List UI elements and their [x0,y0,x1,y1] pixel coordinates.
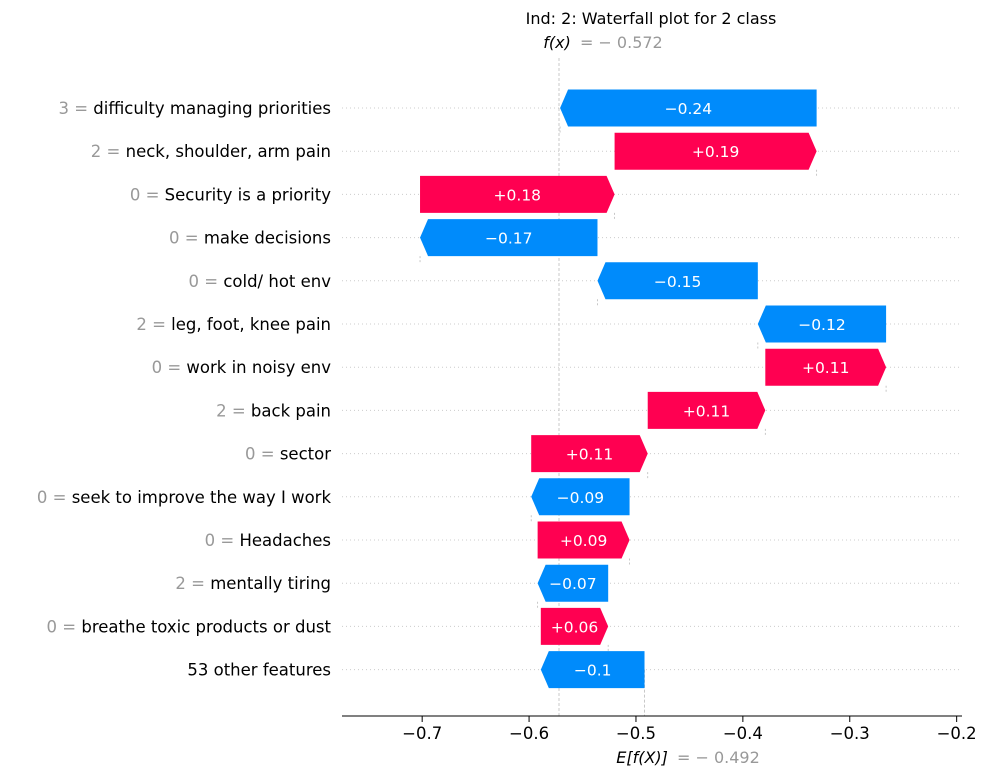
fx-value: = − 0.572 [580,33,663,52]
fx-label: f(x) [543,33,571,52]
waterfall-bar [420,219,598,257]
x-tick-label: −0.6 [509,724,549,743]
feature-name: Security is a priority [165,185,332,204]
feature-value: 0 = [189,272,224,291]
feature-name: difficulty managing priorities [93,99,331,118]
bars-layer: −0.24 +0.19 +0.18 −0.17 −0.15 −0.12 +0.11 +0.11… [419,89,887,689]
waterfall-bar [537,564,609,602]
fx-annotation: f(x) = − 0.572 [543,33,662,52]
feature-label: 0 = seek to improve the way I work [37,488,332,507]
feature-label: 3 = difficulty managing priorities [58,99,331,118]
bar-value-label: −0.17 [485,230,533,248]
feature-labels: 3 = difficulty managing priorities 2 = ne… [37,99,332,680]
x-tick-label: −0.5 [616,724,656,743]
waterfall-bar [540,651,645,689]
chart-title: Ind: 2: Waterfall plot for 2 class [526,9,777,28]
expected-value-label: E[f(X)] [616,748,668,767]
bar-value-label: +0.09 [560,532,608,550]
feature-value: 0 = [205,531,240,550]
feature-label: 2 = neck, shoulder, arm pain [91,142,331,161]
waterfall-bar [540,607,609,645]
feature-value: 0 = [130,185,165,204]
expected-value-annotation: E[f(X)] = − 0.492 [616,748,760,767]
feature-label: 2 = back pain [216,401,331,420]
feature-label: 0 = Headaches [205,531,331,550]
feature-label: 2 = leg, foot, knee pain [136,315,331,334]
bar-value-label: +0.18 [494,186,542,204]
feature-value: 3 = [58,99,93,118]
waterfall-bar [537,521,630,559]
bar-value-label: −0.12 [798,316,846,334]
waterfall-bar [647,391,766,429]
waterfall-bar [560,89,817,127]
expected-value: = − 0.492 [677,748,760,767]
feature-label: 0 = sector [245,445,331,464]
bar-value-label: +0.19 [692,143,740,161]
feature-name: back pain [251,401,331,420]
feature-label: 0 = work in noisy env [152,358,332,377]
bar-value-label: −0.15 [654,273,702,291]
bar-value-label: −0.1 [574,662,612,680]
bar-value-label: −0.24 [665,100,713,118]
feature-name: make decisions [204,229,331,248]
feature-value: 0 = [47,617,82,636]
feature-name: 53 other features [187,661,331,680]
bar-value-label: −0.07 [549,575,597,593]
feature-name: breathe toxic products or dust [81,617,331,636]
feature-value: 2 = [136,315,171,334]
feature-value: 0 = [152,358,187,377]
bar-value-label: +0.11 [802,359,850,377]
feature-value: 2 = [175,574,210,593]
feature-value: 0 = [37,488,72,507]
feature-name: mentally tiring [210,574,331,593]
feature-label: 0 = breathe toxic products or dust [47,617,332,636]
waterfall-bar [531,435,648,473]
feature-name: sector [280,445,331,464]
feature-name: seek to improve the way I work [72,488,332,507]
x-tick-label: −0.2 [937,724,977,743]
feature-name: leg, foot, knee pain [171,315,331,334]
waterfall-bar [531,478,630,516]
bar-value-label: −0.09 [557,489,605,507]
x-tick-label: −0.3 [830,724,870,743]
waterfall-bar [757,305,887,343]
feature-name: cold/ hot env [223,272,331,291]
feature-value: 0 = [169,229,204,248]
feature-label: 53 other features [187,661,331,680]
x-axis: −0.7 −0.6 −0.5 −0.4 −0.3 −0.2 [342,715,977,743]
waterfall-bar [614,132,817,170]
feature-name: Headaches [239,531,331,550]
bar-value-label: +0.11 [683,402,731,420]
feature-label: 0 = make decisions [169,229,331,248]
feature-label: 0 = cold/ hot env [189,272,332,291]
waterfall-bar [597,262,758,300]
x-tick-label: −0.7 [402,724,442,743]
feature-value: 2 = [91,142,126,161]
feature-label: 2 = mentally tiring [175,574,331,593]
bar-value-label: +0.06 [551,618,599,636]
feature-name: work in noisy env [186,358,331,377]
bar-value-label: +0.11 [566,446,614,464]
feature-value: 2 = [216,401,251,420]
waterfall-bar [420,175,615,213]
feature-name: neck, shoulder, arm pain [126,142,331,161]
waterfall-bar [765,348,887,386]
feature-value: 0 = [245,445,280,464]
x-tick-label: −0.4 [723,724,763,743]
feature-label: 0 = Security is a priority [130,185,331,204]
